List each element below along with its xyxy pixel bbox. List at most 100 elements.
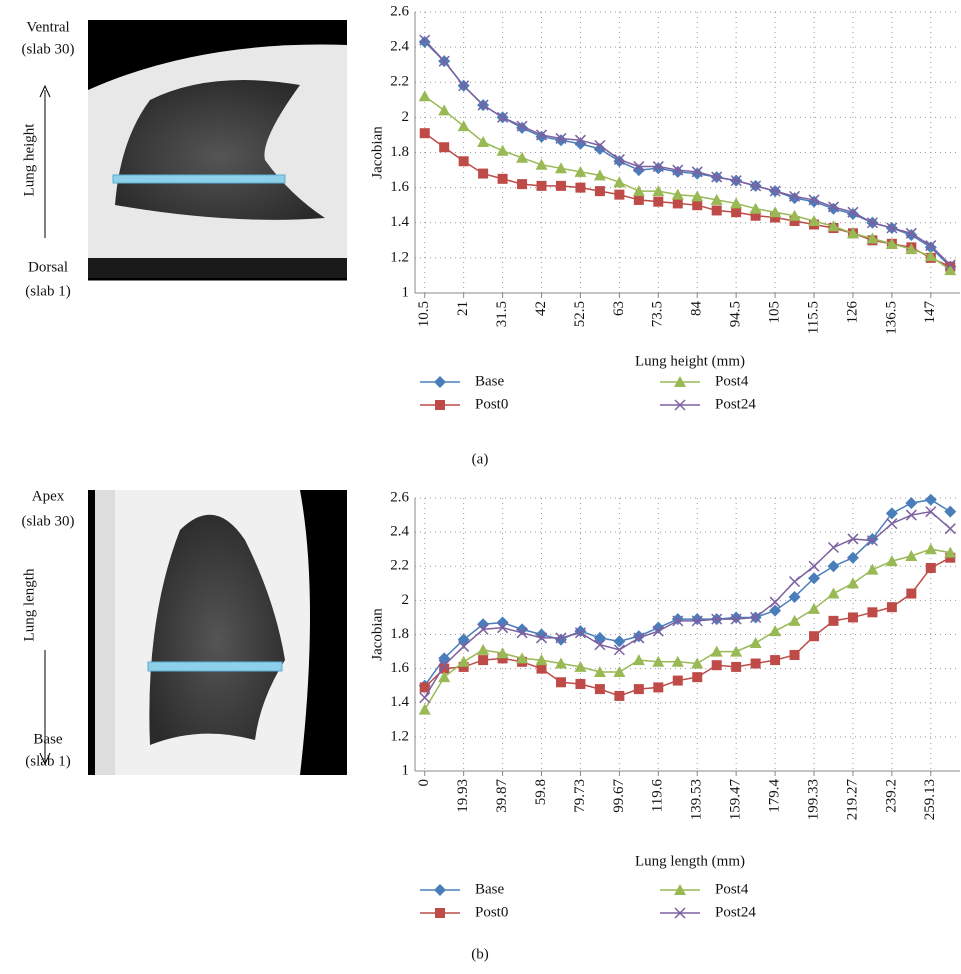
marker — [730, 197, 743, 209]
legend-label: Post0 — [475, 904, 508, 920]
x-tick-label: 136.5 — [883, 301, 899, 335]
series-line — [424, 557, 951, 697]
y-tick-label: 2.2 — [390, 74, 409, 90]
series-line — [424, 548, 951, 710]
marker — [885, 507, 898, 520]
x-tick-label: 199.33 — [805, 779, 821, 820]
marker — [924, 250, 937, 262]
marker — [516, 627, 528, 639]
y-tick-label: 2.2 — [390, 558, 409, 574]
y-tick-label: 2.6 — [390, 489, 409, 505]
marker — [477, 623, 489, 635]
marker — [574, 660, 587, 672]
marker — [788, 590, 801, 603]
image-label: (slab 30) — [22, 513, 75, 529]
marker — [555, 180, 566, 191]
series-line — [424, 41, 951, 268]
marker — [866, 532, 879, 545]
marker — [653, 196, 664, 207]
marker — [905, 497, 918, 510]
marker — [789, 215, 800, 226]
marker — [944, 546, 957, 558]
marker — [808, 194, 820, 206]
x-tick-label: 259.13 — [922, 779, 938, 820]
marker — [808, 602, 821, 614]
marker — [692, 672, 703, 683]
marker — [438, 671, 451, 683]
marker — [575, 182, 586, 193]
marker — [924, 493, 937, 506]
marker — [671, 188, 684, 200]
marker — [730, 175, 742, 187]
marker — [497, 111, 509, 123]
marker — [457, 655, 470, 667]
marker — [944, 523, 956, 535]
marker — [671, 165, 684, 178]
marker — [554, 134, 567, 147]
marker — [418, 90, 431, 102]
x-tick-label: 99.67 — [611, 779, 627, 813]
marker — [789, 576, 801, 588]
marker — [808, 560, 820, 572]
arrowhead — [39, 84, 51, 98]
marker — [439, 142, 450, 153]
image-label: (slab 30) — [22, 41, 75, 57]
x-tick-label: 126 — [844, 301, 860, 324]
legend-label: Post0 — [475, 396, 508, 412]
x-tick-label: 59.8 — [533, 779, 549, 805]
marker — [866, 232, 879, 244]
marker — [593, 169, 606, 181]
marker — [633, 194, 644, 205]
marker — [808, 214, 821, 226]
marker — [906, 588, 917, 599]
marker — [788, 192, 801, 205]
series-line — [424, 39, 951, 266]
marker — [750, 180, 762, 192]
marker — [924, 543, 937, 555]
marker — [730, 613, 742, 625]
marker — [632, 185, 645, 197]
y-tick-label: 1.4 — [390, 694, 409, 710]
marker — [730, 645, 743, 657]
marker — [535, 158, 548, 170]
marker — [866, 563, 879, 575]
marker — [633, 684, 644, 695]
marker — [594, 139, 606, 152]
marker — [652, 162, 665, 175]
y-axis-title: Jacobian — [369, 608, 385, 661]
marker — [574, 134, 586, 146]
marker — [809, 631, 820, 642]
y-tick-label: 1.2 — [390, 728, 409, 744]
x-tick-label: 84 — [689, 301, 705, 317]
marker — [497, 622, 509, 634]
x-tick-label: 39.87 — [494, 779, 510, 813]
marker — [769, 625, 782, 637]
marker — [613, 635, 626, 648]
legend-marker — [674, 884, 686, 895]
x-tick-label: 119.6 — [650, 779, 666, 813]
marker — [711, 205, 722, 216]
marker — [885, 237, 898, 249]
marker — [749, 637, 762, 649]
marker — [827, 560, 840, 573]
y-tick-label: 2 — [402, 109, 410, 125]
marker — [613, 666, 626, 678]
legend-marker — [674, 376, 686, 387]
marker — [672, 198, 683, 209]
marker — [652, 621, 665, 634]
marker — [516, 120, 528, 132]
marker — [944, 264, 957, 276]
y-axis-title: Jacobian — [369, 126, 385, 179]
legend-marker — [434, 376, 446, 388]
legend-marker — [674, 907, 686, 919]
marker — [691, 167, 704, 180]
marker — [788, 209, 801, 221]
image-label: Lung length — [21, 568, 37, 641]
marker — [828, 615, 839, 626]
legend-marker — [434, 884, 446, 896]
image-label: Dorsal — [28, 259, 68, 275]
marker — [691, 613, 704, 626]
marker — [750, 210, 761, 221]
marker — [555, 677, 566, 688]
marker — [846, 577, 859, 589]
